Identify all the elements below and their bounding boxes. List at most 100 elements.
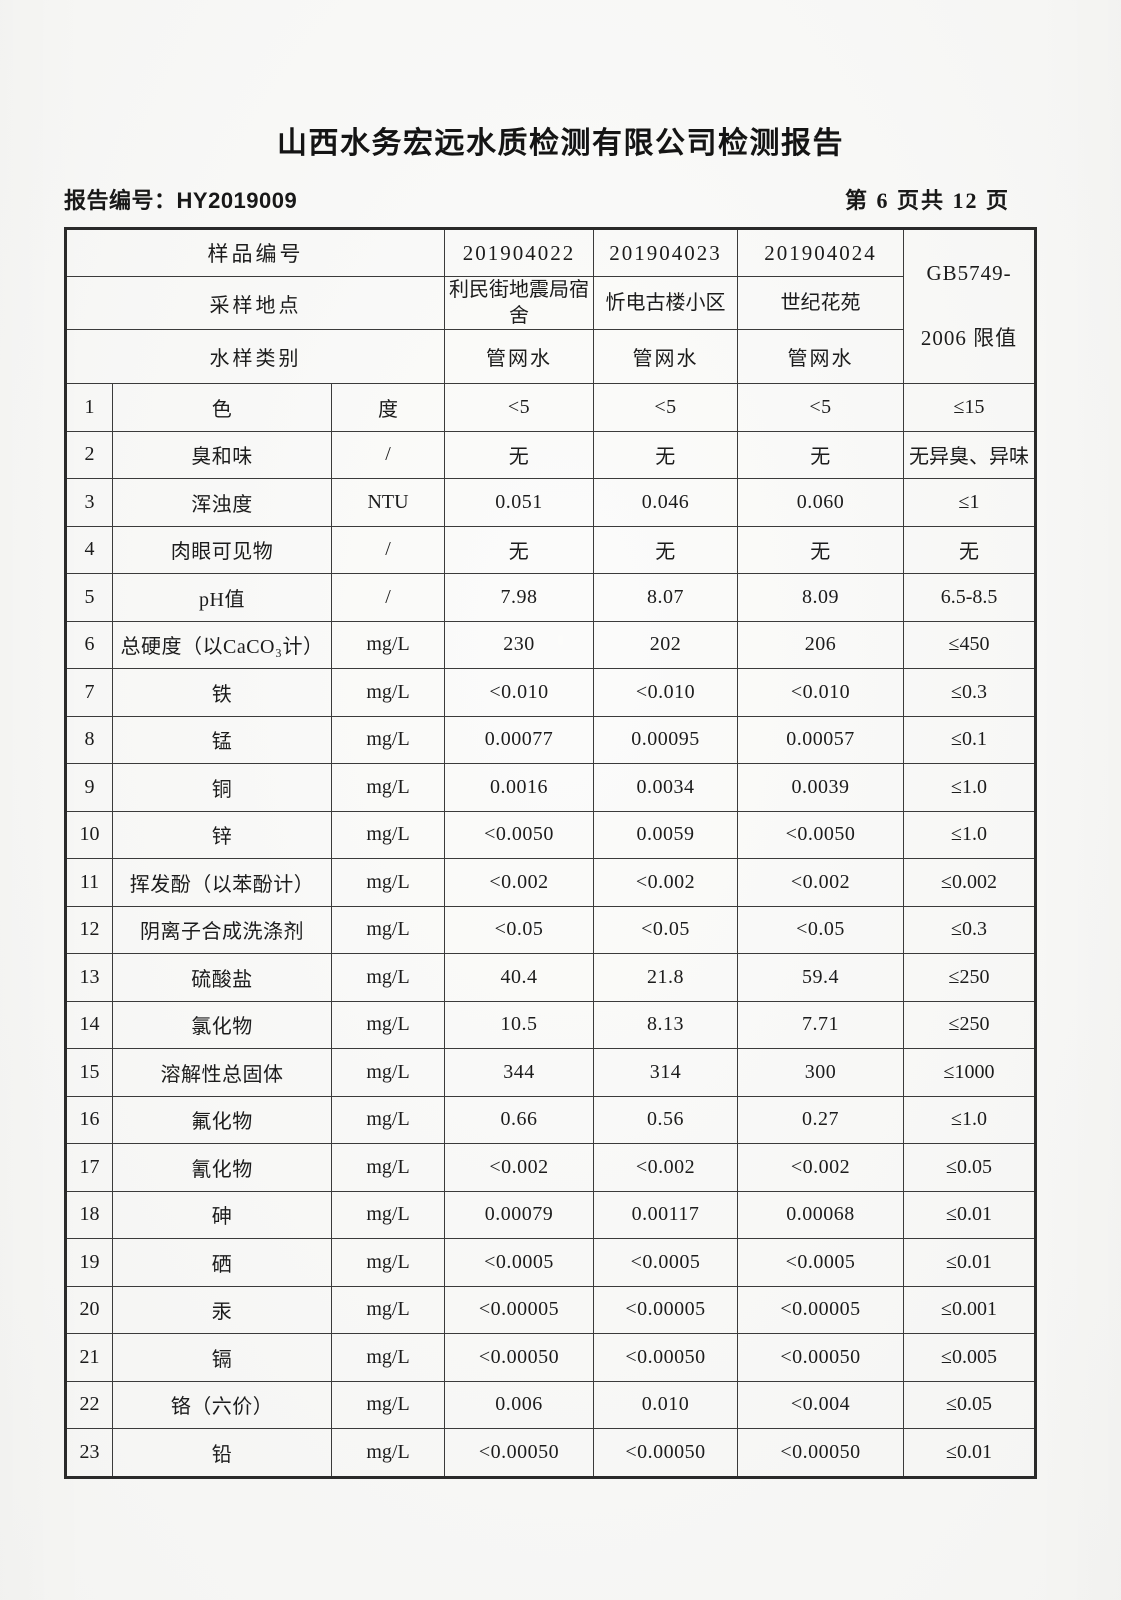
parameter-unit: mg/L <box>330 620 446 669</box>
parameter-row: 9 铜 mg/L 0.0016 0.0034 0.0039 ≤1.0 <box>65 763 1037 812</box>
value-sample-2: 314 <box>593 1048 739 1097</box>
row-number: 10 <box>65 810 113 859</box>
parameter-name: 铅 <box>112 1428 332 1478</box>
limit-value: ≤0.3 <box>903 668 1037 717</box>
limit-value: ≤0.1 <box>903 715 1037 764</box>
sampling-location-row: 采样地点 利民街地震局宿舍 忻电古楼小区 世纪花苑 <box>64 276 1036 330</box>
value-sample-1: 230 <box>444 620 595 669</box>
water-type-1: 管网水 <box>444 329 595 384</box>
limit-value: 6.5-8.5 <box>903 573 1037 622</box>
value-sample-2: 8.07 <box>593 573 739 622</box>
value-sample-3: <0.05 <box>737 905 905 954</box>
parameters-body: 1 色度 <5 <5 <5 ≤15 2 臭和味 / 无无无无异臭、异味 3 浑浊度 NTU 0.051 0.… <box>65 383 1037 1478</box>
location-label: 采样地点 <box>64 276 446 330</box>
value-sample-3: <0.00050 <box>737 1333 905 1382</box>
parameter-row: 3 浑浊度 NTU 0.051 0.046 0.060 ≤1 <box>65 478 1037 527</box>
sample-id-3: 201904024 <box>737 228 905 277</box>
parameter-unit: mg/L <box>330 810 446 859</box>
value-sample-1: 0.0016 <box>444 763 595 812</box>
limit-value: 无异臭、异味 <box>903 430 1037 479</box>
row-number: 12 <box>65 905 113 954</box>
row-number: 22 <box>65 1380 113 1429</box>
row-number: 16 <box>65 1095 113 1144</box>
row-number: 19 <box>65 1238 113 1287</box>
value-sample-1: <0.05 <box>444 905 595 954</box>
value-sample-3: 0.060 <box>737 478 905 527</box>
value-sample-1: 0.00077 <box>444 715 595 764</box>
parameter-unit: mg/L <box>330 1238 446 1287</box>
value-sample-1: 40.4 <box>444 953 595 1002</box>
value-sample-1: <0.002 <box>444 858 595 907</box>
value-sample-3: <0.002 <box>737 858 905 907</box>
parameter-name: 肉眼可见物 <box>112 525 332 574</box>
parameter-unit: mg/L <box>330 1333 446 1382</box>
value-sample-3: 206 <box>737 620 905 669</box>
limit-value: ≤450 <box>903 620 1037 669</box>
row-number: 13 <box>65 953 113 1002</box>
parameter-name: pH值 <box>112 573 332 622</box>
row-number: 15 <box>65 1048 113 1097</box>
parameter-unit: 度 <box>330 383 446 432</box>
value-sample-3: <5 <box>737 383 905 432</box>
value-sample-2: 202 <box>593 620 739 669</box>
value-sample-2: <0.00050 <box>593 1333 739 1382</box>
parameter-name: 锰 <box>112 715 332 764</box>
limit-value: ≤0.05 <box>903 1380 1037 1429</box>
value-sample-2: 0.046 <box>593 478 739 527</box>
value-sample-3: 59.4 <box>737 953 905 1002</box>
limit-value: ≤250 <box>903 1000 1037 1049</box>
parameter-unit: / <box>330 573 446 622</box>
value-sample-3: <0.004 <box>737 1380 905 1429</box>
value-sample-3: <0.0005 <box>737 1238 905 1287</box>
row-number: 11 <box>65 858 113 907</box>
row-number: 3 <box>65 478 113 527</box>
parameter-name: 阴离子合成洗涤剂 <box>112 905 332 954</box>
value-sample-1: <0.00050 <box>444 1428 595 1478</box>
parameter-name: 总硬度（以CaCO₃计） <box>112 620 332 669</box>
value-sample-1: 10.5 <box>444 1000 595 1049</box>
parameter-row: 10 锌 mg/L <0.0050 0.0059 <0.0050 ≤1.0 <box>65 810 1037 859</box>
parameter-unit: NTU <box>330 478 446 527</box>
value-sample-2: 0.56 <box>593 1095 739 1144</box>
limit-value: ≤0.3 <box>903 905 1037 954</box>
parameter-row: 23 铅 mg/L <0.00050 <0.00050 <0.00050 ≤0.01 <box>65 1428 1037 1478</box>
row-number: 1 <box>65 383 113 432</box>
parameter-row: 11 挥发酚（以苯酚计） mg/L <0.002 <0.002 <0.002 ≤0.002 <box>65 858 1037 907</box>
parameter-unit: / <box>330 525 446 574</box>
value-sample-2: <0.00005 <box>593 1285 739 1334</box>
water-type-label: 水样类别 <box>64 329 446 384</box>
value-sample-2: 0.00117 <box>593 1190 739 1239</box>
value-sample-2: <5 <box>593 383 739 432</box>
parameter-row: 5 pH值/7.98 8.07 8.09 6.5-8.5 <box>65 573 1037 622</box>
parameter-unit: mg/L <box>330 953 446 1002</box>
limit-column-header: GB5749- 2006 限值 <box>903 228 1037 384</box>
parameter-unit: mg/L <box>330 1143 446 1192</box>
water-type-2: 管网水 <box>593 329 739 384</box>
value-sample-2: <0.05 <box>593 905 739 954</box>
parameter-unit: mg/L <box>330 858 446 907</box>
parameter-row: 14 氯化物 mg/L 10.5 8.13 7.71 ≤250 <box>65 1000 1037 1049</box>
row-number: 18 <box>65 1190 113 1239</box>
value-sample-3: 0.0039 <box>737 763 905 812</box>
parameter-unit: mg/L <box>330 1000 446 1049</box>
parameter-row: 20 汞 mg/L <0.00005 <0.00005 <0.00005 ≤0.001 <box>65 1285 1037 1334</box>
limit-header-text: GB5749- 2006 限值 <box>905 244 1035 370</box>
value-sample-2: <0.010 <box>593 668 739 717</box>
limit-value: ≤1000 <box>903 1048 1037 1097</box>
value-sample-2: <0.002 <box>593 1143 739 1192</box>
value-sample-2: <0.002 <box>593 858 739 907</box>
row-number: 2 <box>65 430 113 479</box>
limit-header-line1: GB5749- <box>926 261 1012 286</box>
parameter-row: 12 阴离子合成洗涤剂 mg/L <0.05 <0.05 <0.05 ≤0.3 <box>65 905 1037 954</box>
report-number-value: HY2019009 <box>176 188 298 213</box>
value-sample-2: 无 <box>593 430 739 479</box>
parameter-unit: mg/L <box>330 1380 446 1429</box>
parameter-unit: mg/L <box>330 1095 446 1144</box>
parameter-row: 4 肉眼可见物 / 无无无无 <box>65 525 1037 574</box>
value-sample-3: <0.00050 <box>737 1428 905 1478</box>
value-sample-3: <0.002 <box>737 1143 905 1192</box>
limit-value: ≤0.05 <box>903 1143 1037 1192</box>
row-number: 17 <box>65 1143 113 1192</box>
limit-value: ≤250 <box>903 953 1037 1002</box>
